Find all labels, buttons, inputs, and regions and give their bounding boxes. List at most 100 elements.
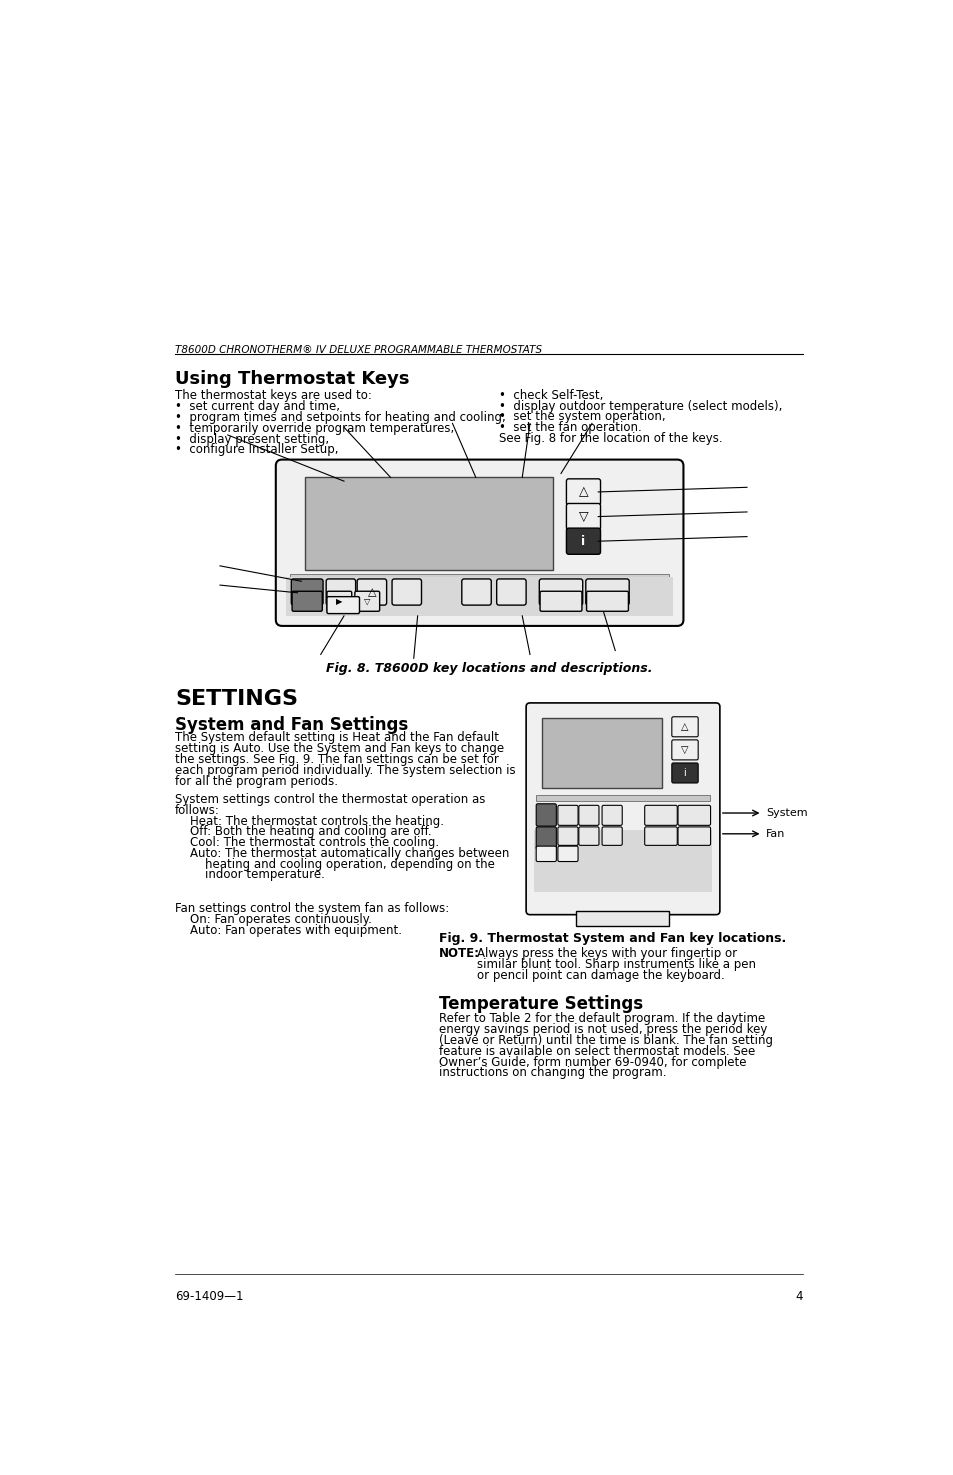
Text: the settings. See Fig. 9. The fan settings can be set for: the settings. See Fig. 9. The fan settin…	[174, 752, 498, 766]
Text: heating and cooling operation, depending on the: heating and cooling operation, depending…	[174, 857, 495, 870]
Text: System settings control the thermostat operation as: System settings control the thermostat o…	[174, 794, 485, 805]
Text: for all the program periods.: for all the program periods.	[174, 774, 337, 788]
FancyBboxPatch shape	[461, 580, 491, 605]
Text: 69-1409—1: 69-1409—1	[174, 1289, 243, 1302]
Text: ▽: ▽	[578, 510, 588, 524]
Text: T8600D CHRONOTHERM® IV DELUXE PROGRAMMABLE THERMOSTATS: T8600D CHRONOTHERM® IV DELUXE PROGRAMMAB…	[174, 345, 541, 355]
Text: Fan: Fan	[765, 829, 785, 839]
FancyBboxPatch shape	[586, 591, 628, 611]
Text: Fig. 9. Thermostat System and Fan key locations.: Fig. 9. Thermostat System and Fan key lo…	[438, 932, 785, 944]
FancyBboxPatch shape	[536, 847, 556, 861]
FancyBboxPatch shape	[536, 827, 556, 850]
FancyBboxPatch shape	[538, 580, 582, 605]
Text: The thermostat keys are used to:: The thermostat keys are used to:	[174, 389, 372, 401]
Bar	[541, 718, 661, 788]
FancyBboxPatch shape	[671, 740, 698, 760]
Text: •  set current day and time,: • set current day and time,	[174, 400, 339, 413]
Text: •  configure Installer Setup,: • configure Installer Setup,	[174, 444, 338, 456]
FancyBboxPatch shape	[601, 805, 621, 826]
FancyBboxPatch shape	[292, 591, 322, 611]
Text: energy savings period is not used, press the period key: energy savings period is not used, press…	[438, 1024, 766, 1037]
FancyBboxPatch shape	[558, 805, 578, 826]
Text: △: △	[367, 587, 375, 597]
FancyBboxPatch shape	[356, 580, 386, 605]
FancyBboxPatch shape	[678, 827, 710, 845]
FancyBboxPatch shape	[355, 591, 379, 611]
Text: feature is available on select thermostat models. See: feature is available on select thermosta…	[438, 1044, 754, 1058]
Bar	[576, 910, 669, 926]
Text: i: i	[683, 768, 685, 777]
Text: On: Fan operates continuously.: On: Fan operates continuously.	[174, 913, 372, 926]
FancyBboxPatch shape	[644, 827, 677, 845]
FancyBboxPatch shape	[578, 827, 598, 845]
Text: •  set the system operation,: • set the system operation,	[498, 410, 665, 423]
FancyBboxPatch shape	[327, 597, 359, 614]
Text: △: △	[680, 721, 688, 732]
FancyBboxPatch shape	[558, 847, 578, 861]
Text: The System default setting is Heat and the Fan default: The System default setting is Heat and t…	[174, 732, 498, 745]
Text: △: △	[578, 485, 588, 499]
FancyBboxPatch shape	[566, 503, 599, 530]
Text: i: i	[580, 535, 585, 547]
FancyBboxPatch shape	[566, 528, 599, 555]
Text: •  program times and setpoints for heating and cooling,: • program times and setpoints for heatin…	[174, 412, 505, 425]
Text: Always press the keys with your fingertip or: Always press the keys with your fingerti…	[476, 947, 737, 960]
FancyBboxPatch shape	[275, 460, 682, 625]
Text: setting is Auto. Use the System and Fan keys to change: setting is Auto. Use the System and Fan …	[174, 742, 503, 755]
Text: indoor temperature.: indoor temperature.	[174, 869, 325, 882]
Bar	[305, 478, 553, 569]
FancyBboxPatch shape	[678, 805, 710, 826]
Text: Fig. 8. T8600D key locations and descriptions.: Fig. 8. T8600D key locations and descrip…	[325, 662, 652, 676]
FancyBboxPatch shape	[601, 827, 621, 845]
Text: Cool: The thermostat controls the cooling.: Cool: The thermostat controls the coolin…	[174, 836, 438, 850]
FancyBboxPatch shape	[327, 591, 352, 611]
FancyBboxPatch shape	[525, 704, 720, 914]
Text: 4: 4	[795, 1289, 802, 1302]
FancyBboxPatch shape	[326, 580, 355, 605]
Bar	[286, 577, 673, 617]
Text: Heat: The thermostat controls the heating.: Heat: The thermostat controls the heatin…	[174, 814, 443, 827]
Text: ▶: ▶	[335, 597, 342, 606]
Text: similar blunt tool. Sharp instruments like a pen: similar blunt tool. Sharp instruments li…	[476, 957, 756, 971]
FancyBboxPatch shape	[566, 479, 599, 504]
Text: •  set the fan operation.: • set the fan operation.	[498, 420, 641, 434]
Text: ▽: ▽	[364, 597, 370, 606]
Text: •  display outdoor temperature (select models),: • display outdoor temperature (select mo…	[498, 400, 781, 413]
FancyBboxPatch shape	[291, 580, 323, 605]
Bar	[536, 795, 709, 801]
FancyBboxPatch shape	[558, 827, 578, 845]
Text: ▽: ▽	[680, 745, 688, 755]
Text: Temperature Settings: Temperature Settings	[438, 994, 642, 1013]
Text: each program period individually. The system selection is: each program period individually. The sy…	[174, 764, 516, 777]
Text: follows:: follows:	[174, 804, 220, 817]
FancyBboxPatch shape	[539, 591, 581, 611]
Text: •  check Self-Test,: • check Self-Test,	[498, 389, 602, 401]
Text: Owner’s Guide, form number 69-0940, for complete: Owner’s Guide, form number 69-0940, for …	[438, 1056, 745, 1068]
Text: (Leave or Return) until the time is blank. The fan setting: (Leave or Return) until the time is blan…	[438, 1034, 772, 1047]
Text: •  temporarily override program temperatures,: • temporarily override program temperatu…	[174, 422, 454, 435]
Bar	[290, 574, 669, 583]
FancyBboxPatch shape	[392, 580, 421, 605]
Text: SETTINGS: SETTINGS	[174, 689, 297, 709]
Text: Auto: The thermostat automatically changes between: Auto: The thermostat automatically chang…	[174, 847, 509, 860]
FancyBboxPatch shape	[644, 805, 677, 826]
Text: NOTE:: NOTE:	[438, 947, 479, 960]
FancyBboxPatch shape	[578, 805, 598, 826]
FancyBboxPatch shape	[585, 580, 629, 605]
FancyBboxPatch shape	[671, 763, 698, 783]
Text: or pencil point can damage the keyboard.: or pencil point can damage the keyboard.	[476, 969, 724, 981]
Bar	[534, 830, 711, 891]
Text: instructions on changing the program.: instructions on changing the program.	[438, 1066, 665, 1080]
Text: Fan settings control the system fan as follows:: Fan settings control the system fan as f…	[174, 903, 449, 916]
FancyBboxPatch shape	[497, 580, 525, 605]
Text: Refer to Table 2 for the default program. If the daytime: Refer to Table 2 for the default program…	[438, 1012, 764, 1025]
Text: Off: Both the heating and cooling are off.: Off: Both the heating and cooling are of…	[174, 826, 431, 838]
Text: See Fig. 8 for the location of the keys.: See Fig. 8 for the location of the keys.	[498, 432, 721, 445]
Text: Using Thermostat Keys: Using Thermostat Keys	[174, 370, 409, 388]
Text: Auto: Fan operates with equipment.: Auto: Fan operates with equipment.	[174, 923, 401, 937]
Text: System and Fan Settings: System and Fan Settings	[174, 715, 408, 735]
FancyBboxPatch shape	[536, 804, 556, 826]
Text: •  display present setting,: • display present setting,	[174, 432, 329, 445]
Text: System: System	[765, 808, 807, 819]
FancyBboxPatch shape	[671, 717, 698, 738]
